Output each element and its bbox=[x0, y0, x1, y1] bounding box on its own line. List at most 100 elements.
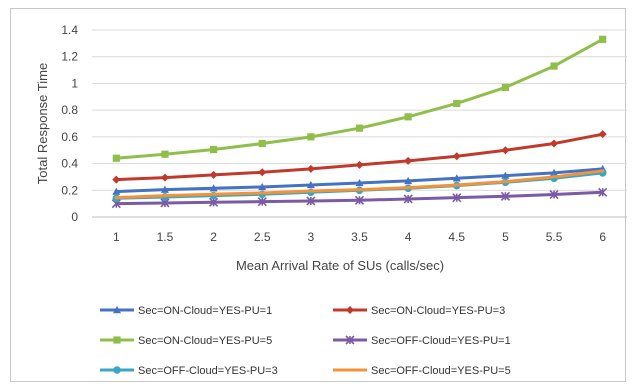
data-point bbox=[452, 193, 462, 203]
data-point bbox=[114, 196, 118, 200]
x-axis-title: Mean Arrival Rate of SUs (calls/sec) bbox=[236, 258, 444, 273]
y-tick-label: 0.8 bbox=[61, 103, 78, 117]
data-point bbox=[453, 99, 461, 108]
data-point bbox=[258, 139, 266, 148]
data-point bbox=[346, 306, 354, 314]
data-point bbox=[550, 139, 559, 148]
legend-label: Sec=ON-Cloud=YES-PU=1 bbox=[138, 305, 272, 317]
series-group bbox=[111, 35, 608, 209]
data-point bbox=[404, 113, 412, 121]
data-point bbox=[501, 83, 510, 92]
data-point bbox=[598, 187, 608, 197]
data-point bbox=[357, 188, 362, 192]
data-point bbox=[112, 187, 121, 195]
data-point bbox=[406, 186, 410, 190]
data-point bbox=[307, 133, 315, 141]
data-point bbox=[452, 152, 461, 161]
x-tick-label: 4.5 bbox=[448, 230, 465, 244]
legend-label: Sec=OFF-Cloud=YES-PU=3 bbox=[138, 365, 278, 377]
y-tick-label: 1.2 bbox=[61, 50, 78, 64]
legend-label: Sec=OFF-Cloud=YES-PU=1 bbox=[371, 335, 511, 347]
data-point bbox=[552, 175, 556, 179]
data-point bbox=[161, 150, 169, 158]
legend: Sec=ON-Cloud=YES-PU=1 Sec=ON-Cloud=YES-PU… bbox=[100, 305, 511, 377]
data-point bbox=[209, 184, 218, 192]
data-point bbox=[306, 180, 315, 189]
data-point bbox=[403, 194, 413, 204]
data-point bbox=[113, 336, 121, 344]
data-point bbox=[112, 175, 121, 184]
data-point bbox=[209, 197, 219, 207]
data-point bbox=[404, 156, 413, 165]
data-point bbox=[306, 196, 316, 206]
legend-item: Sec=OFF-Cloud=YES-PU=1 bbox=[333, 335, 511, 347]
data-point bbox=[306, 164, 315, 173]
data-point bbox=[455, 183, 459, 187]
x-tick-label: 3.5 bbox=[351, 230, 368, 244]
legend-label: Sec=ON-Cloud=YES-PU=3 bbox=[371, 305, 505, 317]
x-tick-label: 5.5 bbox=[546, 230, 563, 244]
data-point bbox=[160, 185, 169, 193]
data-point bbox=[549, 189, 559, 200]
data-point bbox=[599, 35, 607, 43]
y-tick-label: 1 bbox=[71, 76, 78, 90]
data-point bbox=[257, 197, 267, 207]
data-point bbox=[163, 194, 167, 198]
data-point bbox=[209, 170, 218, 179]
x-tick-label: 4 bbox=[405, 230, 412, 244]
legend-label: Sec=OFF-Cloud=YES-PU=5 bbox=[371, 365, 511, 377]
data-point bbox=[355, 178, 364, 187]
y-axis-title: Total Response Time bbox=[35, 63, 50, 184]
data-point bbox=[345, 335, 355, 345]
legend-item: Sec=ON-Cloud=YES-PU=3 bbox=[333, 305, 505, 317]
data-point bbox=[598, 130, 607, 139]
data-point bbox=[348, 368, 352, 372]
x-tick-label: 2 bbox=[210, 230, 217, 244]
legend-label: Sec=ON-Cloud=YES-PU=5 bbox=[138, 335, 272, 347]
y-axis-ticks: 0 0.2 0.4 0.6 0.8 1 1.2 1.4 bbox=[61, 23, 78, 224]
y-tick-label: 0 bbox=[71, 210, 78, 224]
series-line bbox=[112, 35, 607, 162]
data-point bbox=[452, 174, 461, 182]
data-point bbox=[211, 192, 216, 196]
data-point bbox=[601, 169, 605, 173]
legend-item: Sec=ON-Cloud=YES-PU=5 bbox=[100, 335, 272, 347]
x-tick-label: 3 bbox=[308, 230, 315, 244]
x-tick-label: 5 bbox=[502, 230, 509, 244]
x-tick-label: 6 bbox=[599, 230, 606, 244]
data-point bbox=[500, 191, 510, 201]
x-tick-label: 2.5 bbox=[254, 230, 271, 244]
y-tick-label: 0.6 bbox=[61, 130, 78, 144]
y-tick-label: 0.2 bbox=[61, 183, 78, 197]
data-point bbox=[113, 366, 121, 374]
data-point bbox=[258, 168, 267, 177]
x-axis-ticks: 1 1.5 2 2.5 3 3.5 4 4.5 5 5.5 6 bbox=[113, 230, 606, 244]
data-point bbox=[160, 173, 169, 182]
data-point bbox=[503, 180, 508, 184]
series-line bbox=[112, 164, 607, 195]
legend-item: Sec=OFF-Cloud=YES-PU=5 bbox=[333, 365, 511, 377]
x-tick-label: 1.5 bbox=[157, 230, 174, 244]
series-line bbox=[112, 130, 607, 184]
y-tick-label: 0.4 bbox=[61, 157, 78, 171]
y-tick-label: 1.4 bbox=[61, 23, 78, 37]
data-point bbox=[260, 191, 264, 195]
data-point bbox=[113, 306, 121, 314]
series-line bbox=[114, 169, 605, 200]
data-point bbox=[355, 124, 364, 132]
data-point bbox=[355, 160, 364, 169]
data-point bbox=[258, 182, 267, 191]
data-point bbox=[209, 145, 218, 154]
data-point bbox=[501, 171, 510, 179]
legend-item: Sec=OFF-Cloud=YES-PU=3 bbox=[100, 365, 278, 377]
legend-item: Sec=ON-Cloud=YES-PU=1 bbox=[100, 305, 272, 317]
data-point bbox=[501, 146, 510, 155]
data-point bbox=[550, 168, 559, 177]
data-point bbox=[309, 189, 313, 193]
data-point bbox=[404, 176, 413, 185]
data-point bbox=[354, 195, 365, 205]
x-tick-label: 1 bbox=[113, 230, 120, 244]
data-point bbox=[112, 154, 120, 162]
data-point bbox=[550, 62, 558, 70]
